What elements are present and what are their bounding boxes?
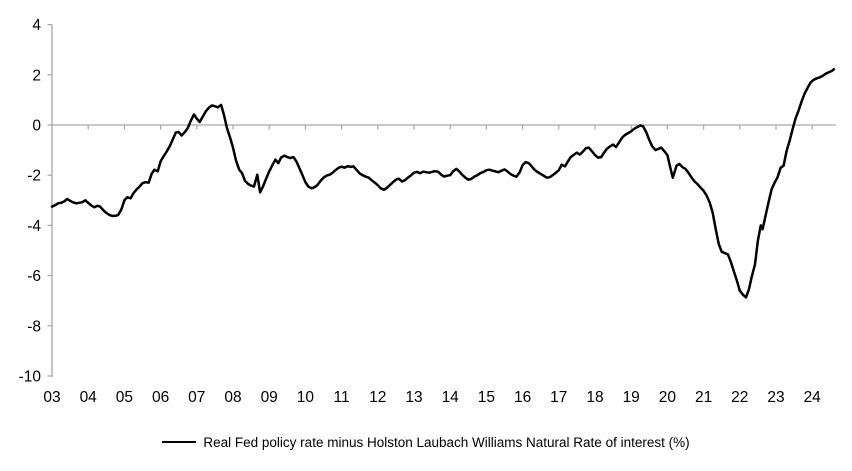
- y-axis-tick-label: -10: [19, 369, 42, 386]
- x-axis-tick-label: 19: [623, 389, 640, 406]
- x-axis-tick-label: 22: [731, 389, 748, 406]
- x-axis-tick-label: 17: [550, 389, 567, 406]
- x-axis-tick-label: 16: [514, 389, 531, 406]
- x-axis-tick-label: 09: [261, 389, 278, 406]
- x-axis-tick-label: 08: [224, 389, 241, 406]
- x-axis-tick-label: 10: [297, 389, 315, 406]
- legend-line-swatch: [162, 441, 197, 443]
- legend-label: Real Fed policy rate minus Holston Lauba…: [203, 434, 690, 450]
- x-axis-tick-label: 04: [80, 389, 98, 406]
- x-axis-tick-label: 05: [116, 389, 133, 406]
- x-axis-tick-label: 12: [369, 389, 386, 406]
- x-axis-tick-label: 11: [334, 389, 350, 406]
- chart-legend: Real Fed policy rate minus Holston Lauba…: [0, 430, 852, 454]
- x-axis-tick-label: 20: [659, 389, 677, 406]
- x-axis-tick-label: 24: [804, 389, 822, 406]
- x-axis-tick-label: 18: [586, 389, 603, 406]
- x-axis-tick-label: 23: [767, 389, 784, 406]
- y-axis-tick-label: 2: [32, 67, 41, 84]
- x-axis-tick-label: 15: [478, 389, 495, 406]
- x-axis-tick-label: 13: [405, 389, 422, 406]
- x-axis-tick-label: 03: [43, 389, 60, 406]
- x-axis-tick-label: 21: [695, 389, 712, 406]
- x-axis-tick-label: 14: [442, 389, 460, 406]
- data-series-line: [50, 68, 836, 299]
- y-axis-tick-label: 4: [32, 17, 41, 34]
- y-axis-tick-label: -4: [27, 218, 41, 235]
- y-axis-tick-label: -2: [27, 168, 41, 185]
- x-axis-tick-label: 06: [152, 389, 169, 406]
- y-axis-tick-label: 0: [32, 118, 41, 135]
- y-axis-tick-label: -6: [27, 268, 41, 285]
- y-axis-tick-label: -8: [27, 318, 41, 335]
- x-axis-tick-label: 07: [188, 389, 205, 406]
